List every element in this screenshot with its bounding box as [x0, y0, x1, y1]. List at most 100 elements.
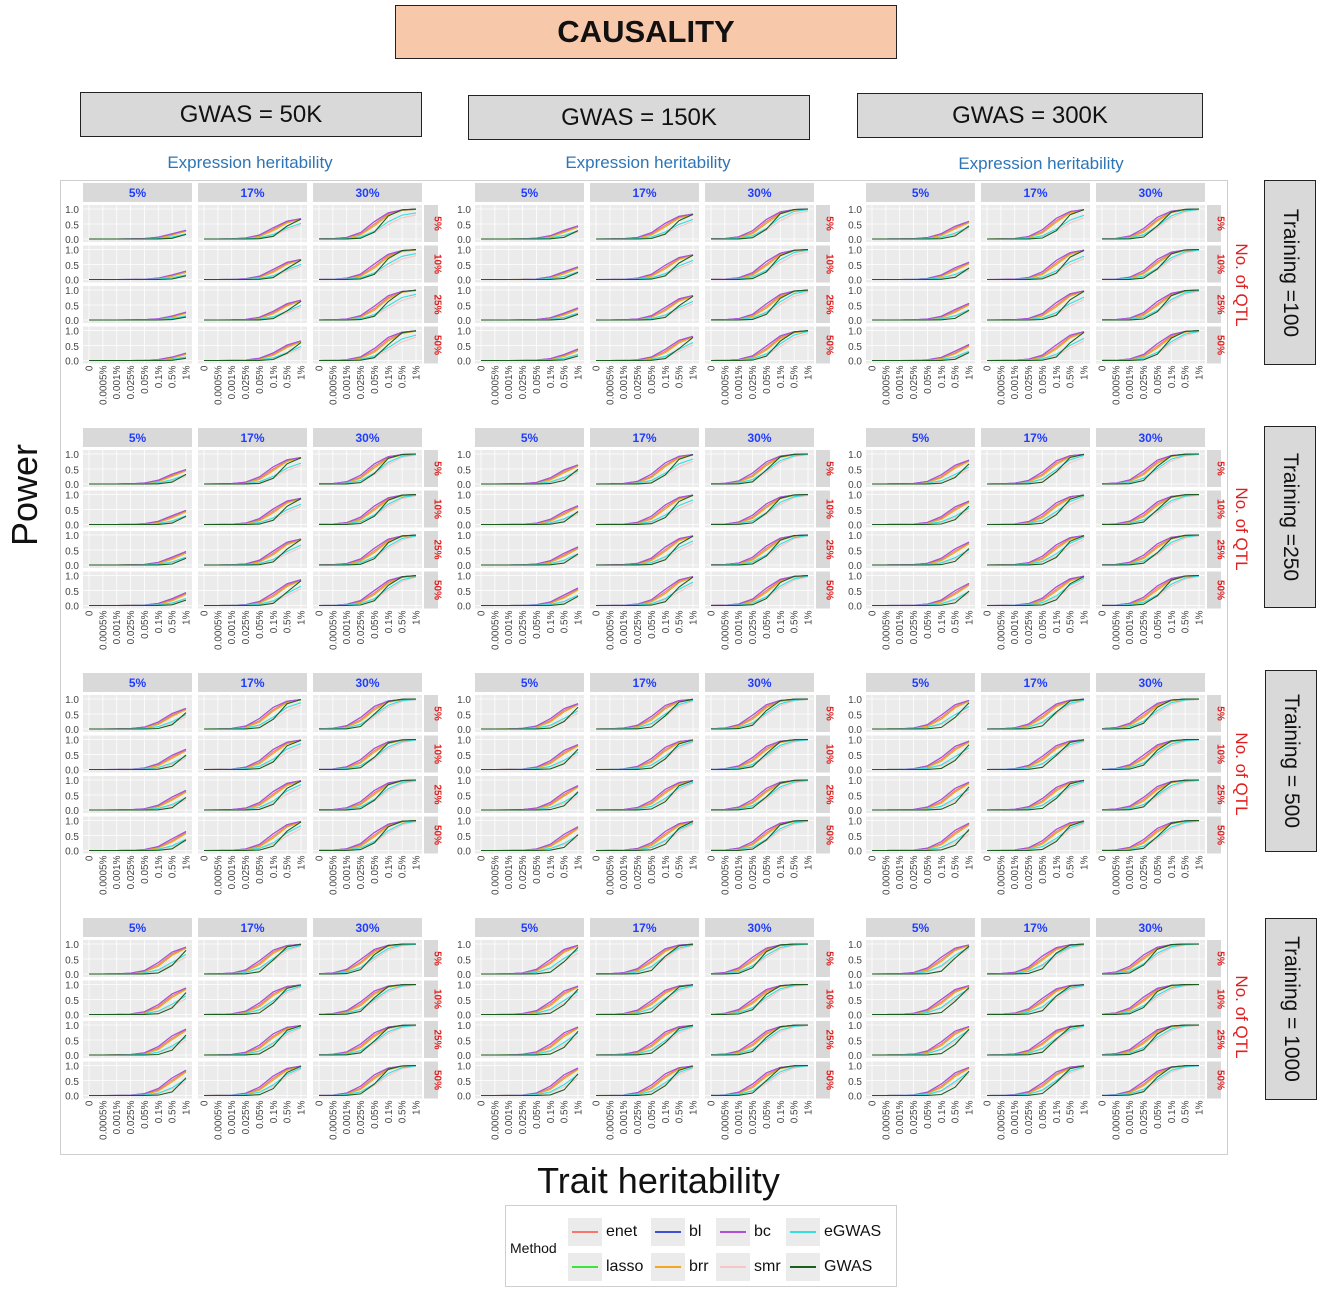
facet-block: 5% 17% 30% 5% 0.0 0.5 1.0 10% 0.0 0.5 1.0 25% 0.0 0.5…	[848, 428, 1226, 650]
x-tick-label: 1%	[412, 610, 423, 625]
x-tick-label: 0.05%	[140, 610, 151, 638]
x-tick-label: 0.05%	[762, 365, 773, 393]
x-tick-label: 0.5%	[1181, 610, 1192, 633]
row-strip	[816, 286, 830, 323]
row-strip	[816, 735, 830, 773]
series-line-GWAS	[711, 249, 809, 281]
row-strip-label: 25%	[432, 1029, 443, 1049]
legend-swatch	[720, 1231, 746, 1233]
panel-background	[705, 940, 814, 977]
row-strip-label: 25%	[824, 539, 835, 559]
column-strip	[313, 673, 422, 692]
series-line-GWAS	[1102, 453, 1200, 485]
x-tick-label: 0.1%	[384, 610, 395, 633]
series-line-GWAS	[89, 839, 187, 852]
series-line-GWAS	[319, 1064, 417, 1097]
series-line-GWAS	[1101, 698, 1200, 730]
x-tick-label: 0.05%	[532, 610, 543, 638]
x-tick-label: 0.5%	[283, 855, 294, 878]
y-tick-label: 1.0	[65, 1062, 79, 1073]
series-line-GWAS	[987, 290, 1085, 321]
x-tick-label: 0.1%	[546, 1100, 557, 1123]
x-tick-label: 1%	[965, 365, 976, 380]
panel-background	[83, 695, 192, 732]
legend-key	[651, 1253, 685, 1281]
column-strip	[590, 918, 699, 937]
x-tick-label: 0.05%	[1153, 365, 1164, 393]
series-line-GWAS	[319, 534, 417, 566]
panel-background	[83, 776, 192, 813]
x-tick-label: 0.025%	[241, 1100, 252, 1134]
y-tick-label: 1.0	[848, 531, 862, 542]
row-strip	[424, 695, 438, 732]
row-strip-label: 50%	[432, 1070, 443, 1090]
y-tick-label: 1.0	[457, 491, 471, 502]
column-strip	[981, 428, 1090, 447]
x-tick-label: 0.05%	[140, 855, 151, 883]
x-tick-label: 0.5%	[951, 610, 962, 633]
row-strip	[1207, 326, 1221, 364]
panel-background	[83, 326, 192, 364]
row-strip-label: 5%	[1215, 951, 1226, 966]
x-tick-label: 0.5%	[283, 1100, 294, 1123]
column-strip-label: 30%	[1138, 431, 1162, 445]
row-strip	[816, 205, 830, 242]
panel-background	[475, 1021, 584, 1058]
series-line-GWAS	[596, 336, 694, 362]
row-strip-label: 5%	[1215, 706, 1226, 721]
y-tick-label: 0.0	[65, 970, 79, 981]
column-strip-label: 17%	[1023, 431, 1047, 445]
x-tick-label: 0.0005%	[605, 855, 616, 895]
legend-label: brr	[689, 1258, 709, 1275]
training-label: Training = 500	[1280, 693, 1303, 829]
column-strip	[475, 673, 584, 692]
series-line-GWAS	[319, 494, 417, 526]
x-tick-label: 0.001%	[895, 365, 906, 399]
row-strip-label: 10%	[824, 989, 835, 1009]
column-strip-label: 30%	[1138, 676, 1162, 690]
expression-heritability-label: Expression heritability	[958, 154, 1124, 173]
series-line-GWAS	[872, 309, 970, 321]
series-line-GWAS	[596, 1065, 694, 1097]
column-strip-label: 30%	[1138, 921, 1162, 935]
x-tick-label: 0.1%	[546, 610, 557, 633]
row-strip	[424, 531, 438, 568]
panel-background	[866, 205, 975, 242]
x-tick-label: 0.5%	[283, 365, 294, 388]
panel-background	[83, 1021, 192, 1058]
x-tick-label: 0	[85, 610, 96, 616]
y-tick-label: 0.0	[848, 316, 862, 327]
column-strip-label: 30%	[1138, 186, 1162, 200]
x-tick-label: 0.0005%	[996, 855, 1007, 895]
column-strip-label: 30%	[747, 921, 771, 935]
series-line-GWAS	[872, 786, 970, 811]
x-tick-label: 0.1%	[937, 610, 948, 633]
column-strip-label: 5%	[129, 676, 147, 690]
y-tick-label: 0.0	[65, 1011, 79, 1022]
series-line-GWAS	[596, 984, 694, 1016]
row-strip	[424, 286, 438, 323]
series-line-GWAS	[1102, 493, 1200, 526]
series-line-GWAS	[987, 209, 1085, 240]
row-strip	[1207, 490, 1221, 528]
training-panel-500: Training = 500	[1265, 670, 1317, 852]
x-tick-label: 0.0005%	[881, 365, 892, 405]
series-line-GWAS	[872, 829, 970, 852]
row-strip	[424, 980, 438, 1018]
row-strip-label: 50%	[824, 580, 835, 600]
x-tick-label: 1%	[412, 1100, 423, 1115]
series-line-GWAS	[481, 988, 579, 1016]
row-strip	[1207, 571, 1221, 609]
row-strip-label: 5%	[824, 461, 835, 476]
column-strip	[705, 918, 814, 937]
x-tick-label: 0.0005%	[605, 365, 616, 405]
series-line-GWAS	[319, 983, 417, 1016]
training-panel-1000: Training = 1000	[1265, 918, 1317, 1100]
series-line-GWAS	[204, 984, 302, 1016]
panel-background	[475, 205, 584, 242]
series-line-GWAS	[711, 330, 809, 362]
x-tick-label: 0.5%	[168, 365, 179, 388]
y-tick-label: 0.5	[65, 956, 79, 967]
series-line-GWAS	[987, 249, 1085, 281]
x-tick-label: 0.025%	[909, 1100, 920, 1134]
